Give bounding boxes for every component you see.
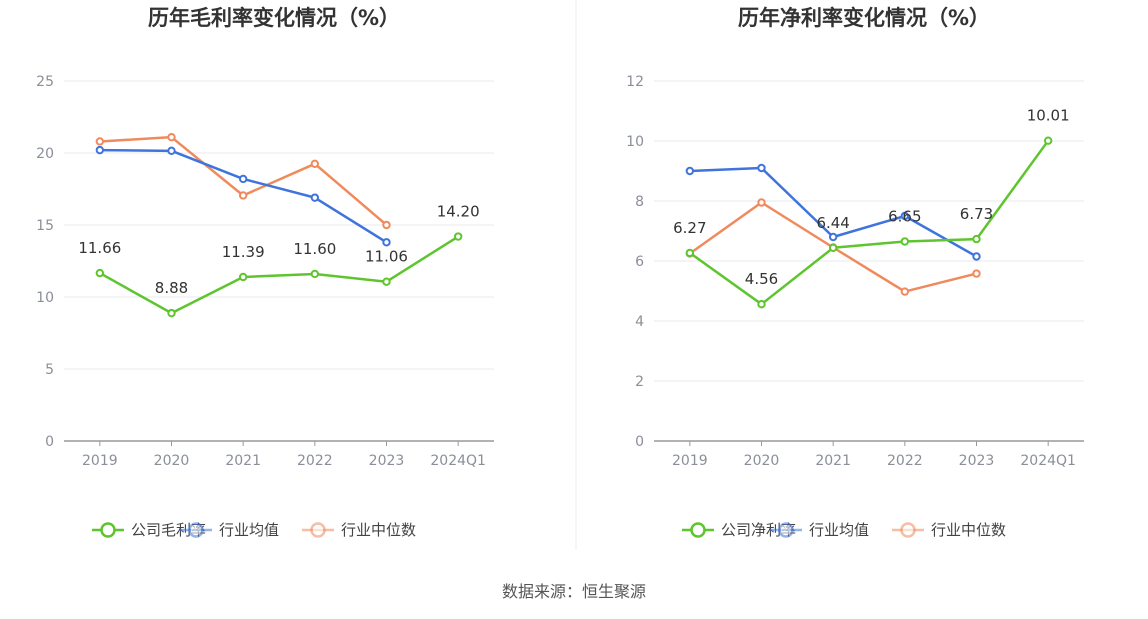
data-point-industry-average[interactable]: [382, 238, 391, 247]
legend-item-industry-average[interactable]: 行业均值: [770, 521, 869, 539]
data-point-industry-average[interactable]: [900, 211, 910, 221]
legend-label: 公司净利率: [721, 521, 796, 539]
y-tick-label: 0: [635, 434, 644, 450]
legend-label: 行业中位数: [341, 521, 416, 539]
x-tick-label: 2022: [887, 453, 923, 469]
gross-margin-chart: 历年毛利率变化情况（%） 0 5 10 15 20 25 2019 2020 2021 2022 20…: [36, 6, 494, 539]
data-point-industry-average[interactable]: [95, 145, 105, 155]
x-tick-label: 2020: [744, 453, 780, 469]
data-label: 6.65: [888, 208, 921, 226]
data-point-industry-median[interactable]: [95, 137, 105, 146]
data-point-industry-median[interactable]: [238, 191, 248, 200]
legend-label: 公司毛利率: [131, 521, 206, 539]
legend-item-industry-average[interactable]: 行业均值: [180, 521, 279, 539]
data-point-company[interactable]: [453, 232, 463, 241]
y-tick-label: 0: [45, 434, 54, 450]
y-tick-label: 20: [36, 146, 54, 162]
y-tick-label: 5: [45, 362, 54, 378]
x-tick-label: 2024Q1: [430, 453, 486, 469]
y-tick-label: 12: [626, 74, 644, 90]
data-label: 6.44: [816, 214, 849, 232]
series-line-industry-average: [689, 166, 978, 258]
x-tick-label: 2019: [672, 453, 708, 469]
data-point-industry-median[interactable]: [310, 159, 320, 169]
legend-label: 行业中位数: [931, 521, 1006, 539]
legend-swatch-marker: [100, 522, 116, 538]
net-chart-title: 历年净利率变化情况（%）: [738, 6, 990, 30]
x-tick-label: 2020: [154, 453, 190, 469]
data-label: 6.27: [673, 219, 706, 237]
data-point-company[interactable]: [310, 269, 320, 279]
data-point-company[interactable]: [828, 243, 838, 253]
data-point-industry-average[interactable]: [167, 146, 176, 156]
x-tick-label: 2022: [297, 453, 333, 469]
data-point-company[interactable]: [972, 234, 981, 244]
y-tick-label: 8: [635, 194, 644, 210]
legend-item-company[interactable]: 公司毛利率: [92, 521, 206, 539]
data-point-company[interactable]: [757, 300, 766, 309]
legend-swatch-marker: [778, 522, 794, 538]
data-point-industry-average[interactable]: [310, 193, 320, 202]
data-label: 10.01: [1027, 107, 1070, 125]
data-point-company[interactable]: [900, 237, 910, 246]
data-label: 11.66: [78, 239, 121, 257]
x-tick-label: 2021: [815, 453, 851, 469]
legend-label: 行业均值: [219, 521, 279, 539]
data-label: 8.88: [155, 279, 188, 297]
y-tick-label: 10: [36, 290, 54, 306]
x-tick-label: 2023: [959, 453, 995, 469]
legend-swatch-marker: [900, 522, 916, 538]
data-point-company[interactable]: [238, 272, 248, 282]
data-point-industry-average[interactable]: [828, 232, 838, 242]
data-point-industry-average[interactable]: [238, 174, 248, 184]
series-line-company: [99, 235, 459, 315]
data-point-industry-average[interactable]: [757, 163, 766, 173]
y-tick-label: 25: [36, 74, 54, 90]
data-point-company[interactable]: [1043, 136, 1053, 145]
legend-swatch-marker: [188, 522, 204, 538]
legend-item-industry-median[interactable]: 行业中位数: [892, 521, 1006, 539]
y-tick-label: 15: [36, 218, 54, 234]
legend-item-company[interactable]: 公司净利率: [682, 521, 796, 539]
x-tick-label: 2023: [369, 453, 405, 469]
data-point-company[interactable]: [95, 268, 105, 278]
data-label: 11.60: [293, 240, 336, 258]
legend-item-industry-median[interactable]: 行业中位数: [302, 521, 416, 539]
y-tick-label: 2: [635, 374, 644, 390]
data-point-industry-median[interactable]: [900, 287, 910, 296]
data-point-industry-median[interactable]: [167, 132, 176, 142]
series-line-company: [689, 139, 1050, 306]
data-point-industry-average[interactable]: [972, 252, 981, 261]
net-margin-chart: 历年净利率变化情况（%） 0 2 4 6 8 10 12 2019 2020 2021 2022 202…: [626, 6, 1084, 539]
data-label: 4.56: [745, 270, 778, 288]
data-point-industry-median[interactable]: [382, 220, 391, 230]
x-tick-label: 2024Q1: [1020, 453, 1076, 469]
data-point-company[interactable]: [382, 277, 391, 286]
data-label: 14.20: [437, 203, 480, 221]
y-tick-label: 10: [626, 134, 644, 150]
data-point-industry-median[interactable]: [757, 198, 766, 207]
y-tick-label: 6: [635, 254, 644, 270]
data-label: 11.06: [365, 248, 408, 266]
data-source-note: 数据来源：恒生聚源: [501, 582, 646, 601]
x-tick-label: 2019: [82, 453, 118, 469]
data-label: 6.73: [960, 205, 993, 223]
gross-chart-title: 历年毛利率变化情况（%）: [148, 6, 400, 30]
data-point-company[interactable]: [167, 308, 176, 318]
data-point-industry-median[interactable]: [972, 269, 981, 278]
data-point-industry-average[interactable]: [685, 166, 695, 176]
legend-swatch-marker: [310, 522, 326, 538]
x-tick-label: 2021: [225, 453, 261, 469]
legend-label: 行业均值: [809, 521, 869, 539]
y-tick-label: 4: [635, 314, 644, 330]
legend-swatch-marker: [690, 522, 706, 538]
data-point-company[interactable]: [685, 248, 695, 258]
data-label: 11.39: [222, 243, 265, 261]
